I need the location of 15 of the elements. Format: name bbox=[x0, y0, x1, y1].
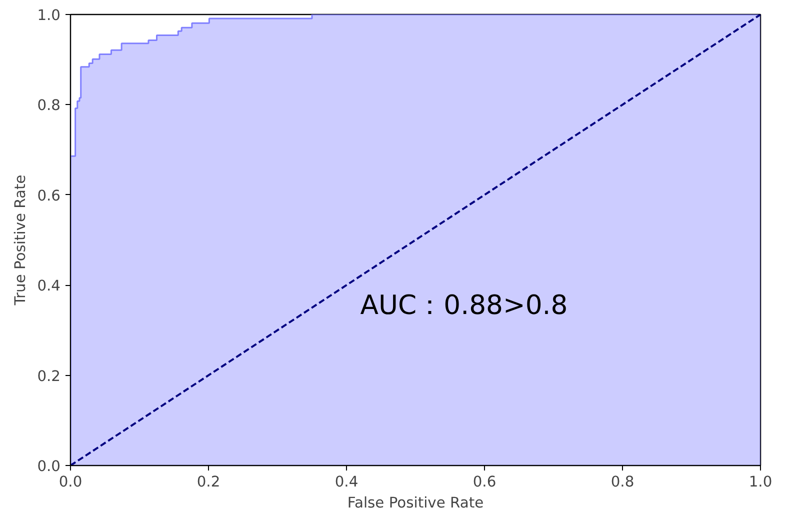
x-tick-label: 0.0 bbox=[58, 474, 82, 490]
x-tick-label: 1.0 bbox=[748, 474, 772, 490]
annotation: AUC：0.88>0.8 bbox=[360, 290, 568, 321]
y-tick-label: 0.2 bbox=[37, 368, 61, 385]
y-tick-label: 0.8 bbox=[37, 97, 61, 114]
y-tick-label: 0.6 bbox=[37, 187, 61, 204]
x-tick-label: 0.8 bbox=[610, 474, 634, 490]
y-tick-label: 0.4 bbox=[37, 278, 61, 295]
x-tick-label: 0.4 bbox=[334, 474, 358, 490]
x-tick-label: 0.2 bbox=[196, 474, 220, 490]
x-axis-title: False Positive Rate bbox=[347, 494, 484, 512]
x-tick-label: 0.6 bbox=[472, 474, 496, 490]
y-axis-title: True Positive Rate bbox=[12, 174, 30, 306]
y-tick-label: 1.0 bbox=[37, 7, 61, 24]
y-tick-label: 0.0 bbox=[37, 458, 61, 475]
